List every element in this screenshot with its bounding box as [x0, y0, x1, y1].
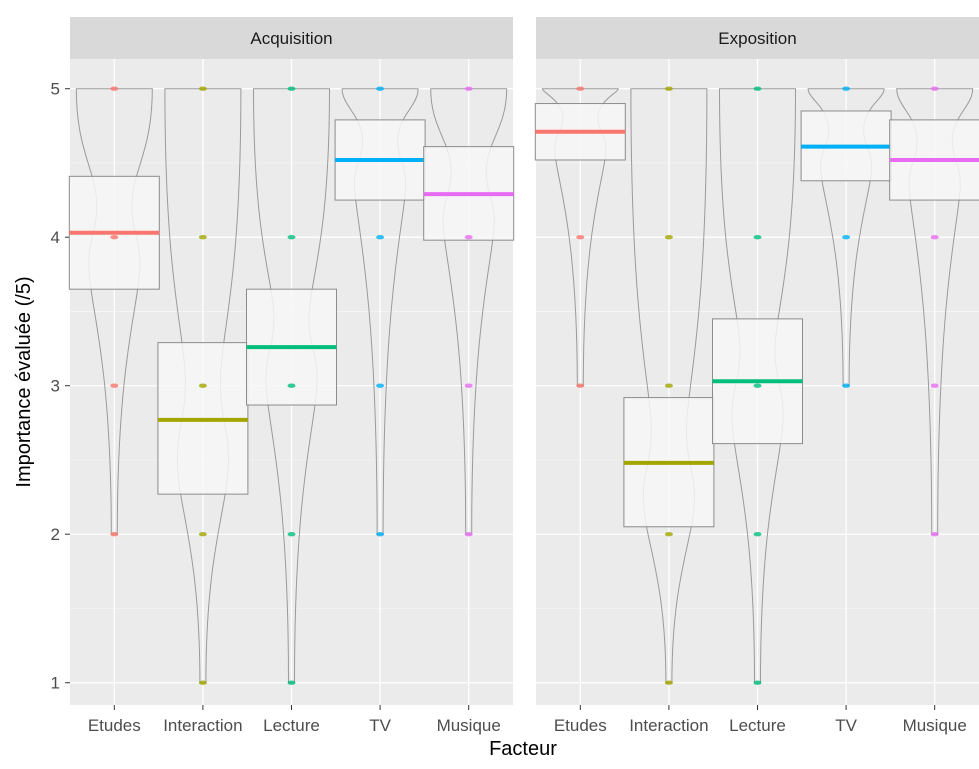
data-point [464, 532, 473, 537]
x-tick-label: Lecture [263, 716, 320, 735]
box-musique [889, 86, 979, 537]
y-axis-title: Importance évaluée (/5) [13, 276, 35, 487]
x-tick-label: Musique [903, 716, 967, 735]
box-etudes [534, 86, 626, 388]
data-point [576, 86, 585, 91]
facet-strip [536, 17, 979, 59]
violin-outline [896, 88, 974, 535]
violin-outline [430, 88, 508, 535]
violin-outline [75, 88, 153, 535]
x-tick-label: Etudes [554, 716, 607, 735]
data-point [198, 680, 207, 685]
data-point [753, 383, 762, 388]
box-etudes [68, 86, 160, 537]
data-point [287, 532, 296, 537]
data-point [198, 86, 207, 91]
x-axis-title: Facteur [489, 738, 557, 760]
y-tick-label: 2 [51, 525, 60, 544]
violin-outline [807, 88, 885, 387]
x-tick-label: Musique [437, 716, 501, 735]
data-point [198, 383, 207, 388]
data-point [930, 532, 939, 537]
data-point [464, 383, 473, 388]
data-point [753, 86, 762, 91]
facet-title: Exposition [718, 29, 796, 48]
panel-exposition: Exposition Etudes Interaction Lecture TV Musi… [534, 17, 979, 735]
data-point [110, 235, 119, 240]
data-point [930, 86, 939, 91]
box-tv [334, 86, 426, 537]
data-point [664, 532, 673, 537]
data-point [376, 383, 385, 388]
data-point [110, 532, 119, 537]
data-point [664, 235, 673, 240]
data-point [464, 235, 473, 240]
data-point [753, 680, 762, 685]
data-point [664, 383, 673, 388]
box-lecture [246, 86, 337, 685]
data-point [930, 383, 939, 388]
data-point [664, 86, 673, 91]
x-tick-label: Etudes [88, 716, 141, 735]
data-point [930, 235, 939, 240]
data-point [576, 235, 585, 240]
data-point [464, 86, 473, 91]
y-tick-label: 4 [51, 228, 60, 247]
violin-outline [341, 88, 419, 535]
data-point [287, 235, 296, 240]
panel-acquisition: Acquisition Etudes Interaction Lecture TV Mus… [68, 17, 515, 735]
x-tick-label: Lecture [729, 716, 786, 735]
facet-title: Acquisition [250, 29, 332, 48]
y-tick-label: 1 [51, 674, 60, 693]
box-lecture [712, 86, 803, 685]
data-point [664, 680, 673, 685]
data-point [287, 383, 296, 388]
x-tick-label: TV [369, 716, 391, 735]
data-point [376, 235, 385, 240]
data-point [842, 86, 851, 91]
violin-outline [541, 88, 619, 387]
data-point [110, 86, 119, 91]
y-tick-label: 5 [51, 80, 60, 99]
facet-strip [70, 17, 513, 59]
y-tick-label: 3 [51, 377, 60, 396]
box-tv [800, 86, 892, 388]
box-interaction [623, 86, 715, 685]
x-tick-label: TV [835, 716, 857, 735]
data-point [376, 86, 385, 91]
data-point [287, 680, 296, 685]
box-musique [423, 86, 515, 537]
box-interaction [157, 86, 249, 685]
data-point [287, 86, 296, 91]
data-point [842, 383, 851, 388]
data-point [576, 383, 585, 388]
x-tick-label: Interaction [163, 716, 242, 735]
panels-layer: 1 2 3 4 5 Acquisition Etudes Interaction Lecture… [51, 17, 979, 735]
data-point [198, 235, 207, 240]
data-point [198, 532, 207, 537]
data-point [842, 235, 851, 240]
data-point [110, 383, 119, 388]
data-point [753, 532, 762, 537]
data-point [753, 235, 762, 240]
data-point [376, 532, 385, 537]
x-tick-label: Interaction [629, 716, 708, 735]
